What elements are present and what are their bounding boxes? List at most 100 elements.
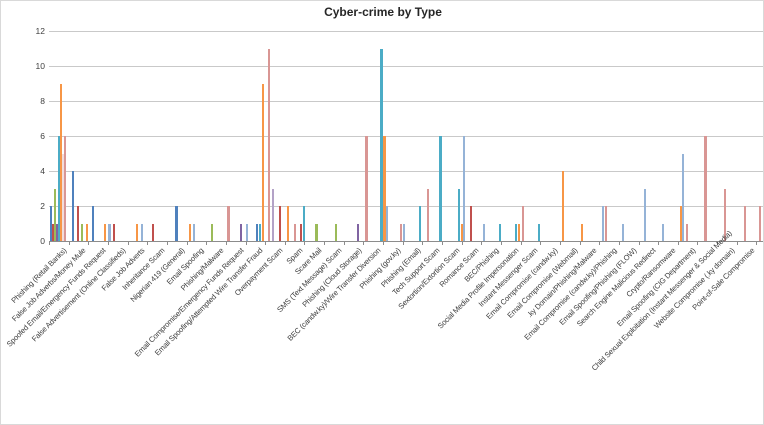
x-axis-tick <box>697 242 699 245</box>
bar-teal[interactable] <box>302 206 305 241</box>
x-axis-tick <box>225 242 227 245</box>
bar-pink[interactable] <box>723 188 726 241</box>
bar-pink[interactable] <box>227 206 230 241</box>
x-axis-tick <box>422 242 424 245</box>
bar-pink[interactable] <box>294 223 297 241</box>
bar-teal[interactable] <box>458 188 461 241</box>
x-axis-tick <box>324 242 326 245</box>
x-axis-tick <box>402 242 404 245</box>
bar-orange[interactable] <box>135 223 138 241</box>
bar-red[interactable] <box>52 223 55 241</box>
bar-lightblue[interactable] <box>662 223 665 241</box>
x-axis-tick <box>265 242 267 245</box>
bar-blue[interactable] <box>50 206 53 241</box>
bar-teal[interactable] <box>259 223 262 241</box>
bar-lightblue[interactable] <box>403 223 406 241</box>
bar-red[interactable] <box>112 223 116 241</box>
bar-blue[interactable] <box>91 206 94 241</box>
bar-lightblue[interactable] <box>601 206 604 241</box>
bar-purple[interactable] <box>239 223 243 241</box>
bar-orange[interactable] <box>60 83 63 241</box>
bar-teal[interactable] <box>58 136 61 241</box>
bar-lightblue[interactable] <box>246 223 249 241</box>
x-axis-tick <box>383 242 385 245</box>
x-axis-tick <box>500 242 502 245</box>
x-axis-tick <box>49 242 50 245</box>
bar-green[interactable] <box>81 223 84 241</box>
bar-orange[interactable] <box>460 223 463 241</box>
bar-lavender[interactable] <box>271 188 274 241</box>
bar-lightblue[interactable] <box>483 223 486 241</box>
y-axis-tick-label: 4 <box>40 166 45 176</box>
bar-green[interactable] <box>54 188 57 241</box>
x-axis-tick <box>363 242 365 245</box>
bar-palepink[interactable] <box>62 153 65 241</box>
bar-pink[interactable] <box>521 206 524 241</box>
bar-lightblue[interactable] <box>462 136 465 241</box>
bar-purple[interactable] <box>56 223 59 241</box>
bar-pink[interactable] <box>759 206 762 241</box>
bar-red[interactable] <box>151 223 154 241</box>
bar-green[interactable] <box>315 223 318 241</box>
bar-orange[interactable] <box>86 223 89 241</box>
bar-red[interactable] <box>299 223 302 241</box>
bar-orange[interactable] <box>581 223 584 241</box>
bar-green[interactable] <box>335 223 338 241</box>
bar-orange[interactable] <box>517 223 520 241</box>
bar-blue[interactable] <box>256 223 259 241</box>
bar-orange[interactable] <box>262 83 265 241</box>
x-axis-tick <box>658 242 660 245</box>
bar-teal[interactable] <box>419 206 422 241</box>
bar-blue[interactable] <box>175 206 178 241</box>
bar-orange[interactable] <box>679 206 682 241</box>
bar-lightblue[interactable] <box>141 223 144 241</box>
bar-teal[interactable] <box>538 223 541 241</box>
bar-pink[interactable] <box>604 206 607 241</box>
bar-pink[interactable] <box>685 223 688 241</box>
bar-pink[interactable] <box>64 136 67 241</box>
bar-teal[interactable] <box>439 136 442 241</box>
bar-teal[interactable] <box>498 223 501 241</box>
bar-teal[interactable] <box>514 223 518 241</box>
bar-purple[interactable] <box>356 223 359 241</box>
bar-lightblue[interactable] <box>108 223 111 241</box>
bar-lightblue[interactable] <box>386 206 389 241</box>
x-axis-tick <box>127 242 129 245</box>
bar-red[interactable] <box>279 206 282 241</box>
bar-pink[interactable] <box>744 206 747 241</box>
bar-lightblue[interactable] <box>193 223 196 241</box>
x-axis-line <box>49 241 763 242</box>
bar-red[interactable] <box>77 206 80 241</box>
x-axis-tick <box>540 242 542 245</box>
bar-pink[interactable] <box>426 188 430 241</box>
bar-pink[interactable] <box>267 48 270 241</box>
bar-pink[interactable] <box>365 136 368 241</box>
x-axis-tick <box>579 242 581 245</box>
bar-blue[interactable] <box>72 171 75 241</box>
bar-teal[interactable] <box>380 48 383 241</box>
x-axis-tick <box>461 242 463 245</box>
bar-pink[interactable] <box>400 223 403 241</box>
x-axis-tick <box>736 242 738 245</box>
x-axis-tick <box>304 242 306 245</box>
bar-lightblue[interactable] <box>682 153 685 241</box>
bar-orange[interactable] <box>561 171 565 241</box>
bar-red[interactable] <box>470 206 473 241</box>
x-axis-tick <box>677 242 679 245</box>
bar-pink[interactable] <box>704 136 707 241</box>
gridline <box>49 31 763 32</box>
x-axis-tick <box>68 242 70 245</box>
gridline <box>49 101 763 102</box>
bar-orange[interactable] <box>383 136 386 241</box>
bar-orange[interactable] <box>286 206 289 241</box>
bar-lightblue[interactable] <box>643 188 646 241</box>
y-axis-tick-label: 8 <box>40 96 45 106</box>
x-axis-tick <box>245 242 247 245</box>
bar-orange[interactable] <box>104 223 107 241</box>
bar-orange[interactable] <box>189 223 192 241</box>
x-axis-tick <box>147 242 149 245</box>
x-axis-tick <box>599 242 601 245</box>
bar-lightblue[interactable] <box>621 223 625 241</box>
bar-green[interactable] <box>210 223 213 241</box>
